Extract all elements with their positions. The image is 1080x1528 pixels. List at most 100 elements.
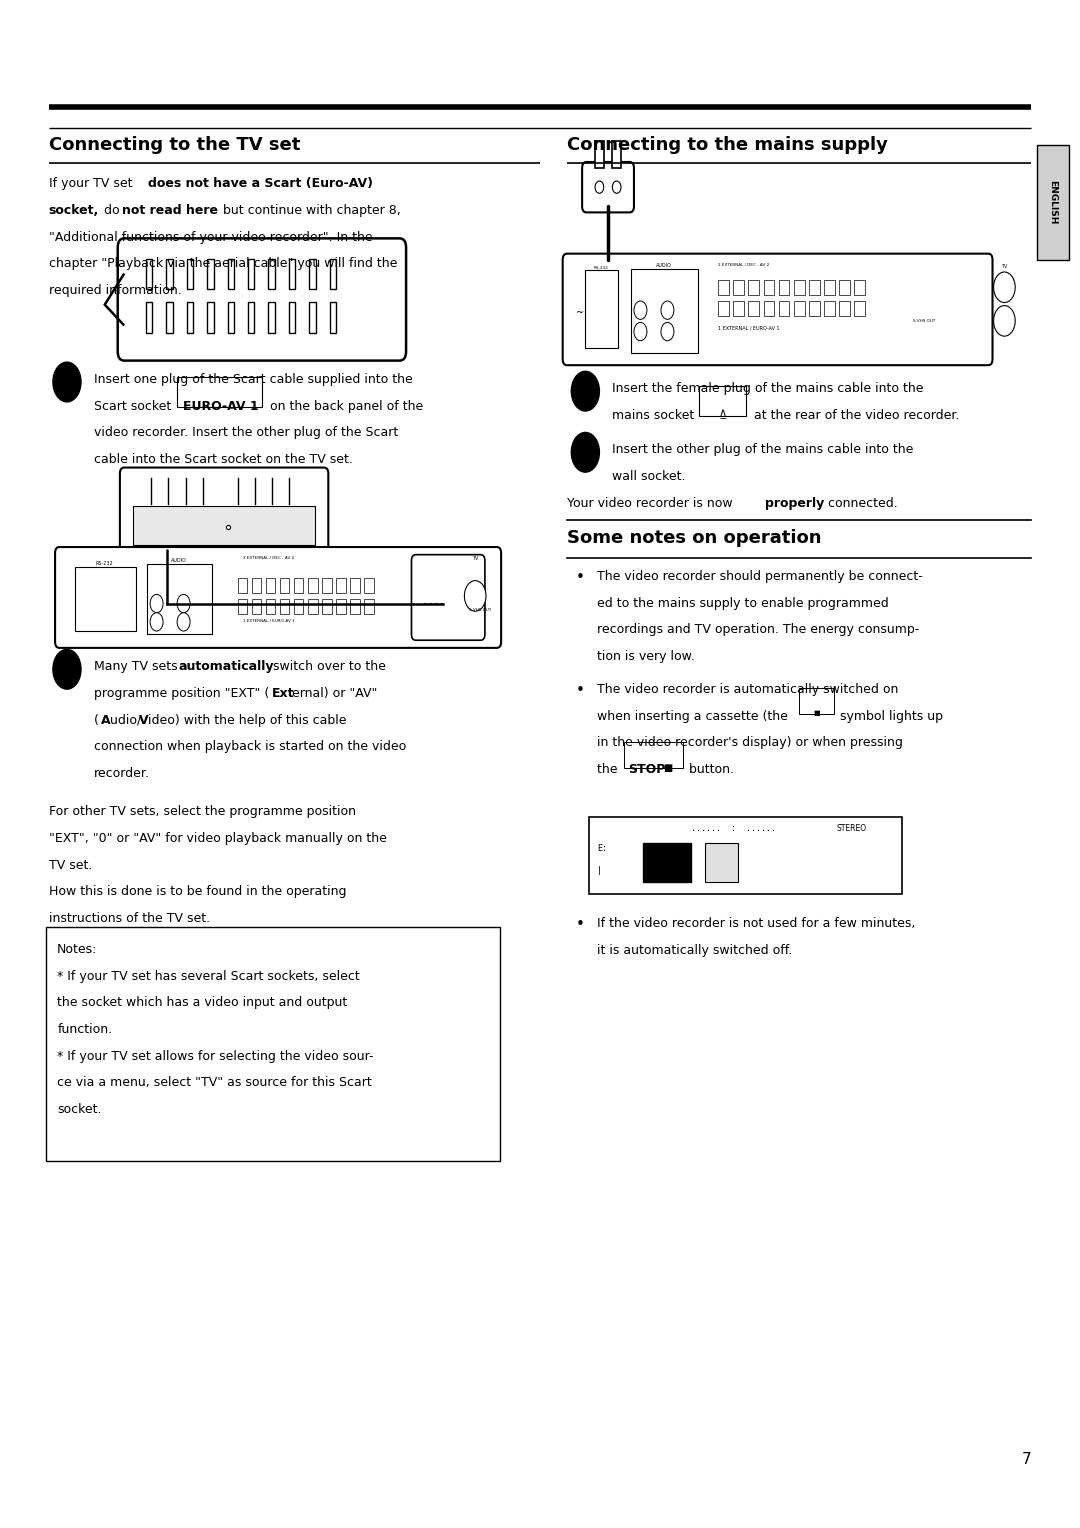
Text: STEREO: STEREO — [837, 824, 867, 833]
Text: The video recorder is automatically switched on: The video recorder is automatically swit… — [597, 683, 899, 697]
Text: Insert the other plug of the mains cable into the: Insert the other plug of the mains cable… — [612, 443, 914, 457]
Text: * If your TV set has several Scart sockets, select: * If your TV set has several Scart socke… — [57, 970, 360, 983]
Circle shape — [177, 594, 190, 613]
Bar — [294, 578, 303, 593]
FancyBboxPatch shape — [1037, 145, 1069, 260]
Text: ■: ■ — [663, 762, 673, 773]
Text: 7: 7 — [1022, 1452, 1031, 1467]
Text: 1 EXTERNAL / EURO-AV 1: 1 EXTERNAL / EURO-AV 1 — [718, 325, 780, 330]
Text: S-VHS OUT: S-VHS OUT — [469, 608, 491, 613]
Text: 2: 2 — [64, 665, 70, 674]
Bar — [764, 280, 774, 295]
Text: S-VHS OUT: S-VHS OUT — [913, 319, 935, 322]
Bar — [133, 506, 315, 545]
Bar — [779, 280, 789, 295]
Bar — [166, 258, 173, 289]
Text: Scart socket: Scart socket — [94, 400, 175, 413]
Bar — [336, 599, 346, 614]
Bar — [146, 258, 152, 289]
Text: button.: button. — [685, 762, 733, 776]
Text: TV set.: TV set. — [49, 859, 92, 872]
Text: The video recorder should permanently be connect-: The video recorder should permanently be… — [597, 570, 923, 584]
Bar — [146, 303, 152, 333]
Text: Insert one plug of the Scart cable supplied into the: Insert one plug of the Scart cable suppl… — [94, 373, 413, 387]
Bar — [322, 599, 332, 614]
Bar — [364, 578, 374, 593]
Text: AUDIO: AUDIO — [657, 263, 672, 267]
Text: cable into the Scart socket on the TV set.: cable into the Scart socket on the TV se… — [94, 454, 353, 466]
Text: chapter "Playback via the aerial cable" you will find the: chapter "Playback via the aerial cable" … — [49, 257, 397, 270]
Bar — [589, 817, 902, 894]
Circle shape — [150, 594, 163, 613]
Circle shape — [571, 371, 599, 411]
Circle shape — [53, 362, 81, 402]
Circle shape — [634, 301, 647, 319]
Bar — [794, 301, 805, 316]
Bar — [364, 599, 374, 614]
Bar — [166, 303, 173, 333]
Text: •: • — [576, 570, 584, 585]
Bar — [248, 258, 255, 289]
Circle shape — [571, 432, 599, 472]
Bar — [643, 843, 691, 882]
Text: the socket which has a video input and output: the socket which has a video input and o… — [57, 996, 348, 1010]
Bar — [854, 280, 865, 295]
Circle shape — [177, 613, 190, 631]
Circle shape — [53, 649, 81, 689]
Text: If the video recorder is not used for a few minutes,: If the video recorder is not used for a … — [597, 917, 916, 931]
Bar — [794, 280, 805, 295]
Bar — [266, 578, 275, 593]
Bar — [322, 578, 332, 593]
Bar — [309, 258, 315, 289]
Text: "Additional functions of your video recorder". In the: "Additional functions of your video reco… — [49, 231, 373, 244]
Bar — [46, 927, 500, 1161]
Text: V: V — [139, 714, 149, 727]
Bar — [748, 280, 759, 295]
Text: do: do — [100, 203, 124, 217]
Bar — [309, 303, 315, 333]
Text: not read here: not read here — [122, 203, 218, 217]
Text: EURO-AV 1: EURO-AV 1 — [183, 400, 258, 413]
Text: 1: 1 — [64, 377, 70, 387]
Text: * If your TV set allows for selecting the video sour-: * If your TV set allows for selecting th… — [57, 1050, 374, 1063]
Text: STOP: STOP — [629, 762, 666, 776]
Text: •: • — [576, 917, 584, 932]
Text: on the back panel of the: on the back panel of the — [266, 400, 423, 413]
Text: socket.: socket. — [57, 1103, 102, 1117]
Text: Your video recorder is now: Your video recorder is now — [567, 497, 737, 510]
Text: Insert the female plug of the mains cable into the: Insert the female plug of the mains cabl… — [612, 382, 923, 396]
Text: switch over to the: switch over to the — [269, 660, 386, 674]
FancyBboxPatch shape — [177, 376, 262, 408]
Bar — [718, 301, 729, 316]
Bar — [733, 301, 744, 316]
Text: ENGLISH: ENGLISH — [1049, 180, 1057, 225]
Bar — [336, 578, 346, 593]
Circle shape — [994, 272, 1015, 303]
Text: 1: 1 — [582, 387, 589, 396]
Circle shape — [994, 306, 1015, 336]
Text: 2: 2 — [582, 448, 589, 457]
Bar — [733, 280, 744, 295]
Text: (: ( — [94, 714, 99, 727]
Bar — [809, 301, 820, 316]
Bar — [705, 843, 738, 882]
Text: ed to the mains supply to enable programmed: ed to the mains supply to enable program… — [597, 597, 889, 610]
FancyBboxPatch shape — [118, 238, 406, 361]
Bar — [228, 258, 234, 289]
Bar — [764, 301, 774, 316]
Bar — [207, 303, 214, 333]
FancyBboxPatch shape — [147, 564, 212, 634]
Text: mains socket: mains socket — [612, 408, 699, 422]
Text: ∧̲: ∧̲ — [718, 408, 727, 419]
Text: AUDIO: AUDIO — [172, 558, 187, 562]
Text: tion is very low.: tion is very low. — [597, 651, 696, 663]
Bar — [187, 303, 193, 333]
Bar — [839, 301, 850, 316]
FancyBboxPatch shape — [411, 555, 485, 640]
Bar — [269, 303, 275, 333]
Text: Many TV sets: Many TV sets — [94, 660, 181, 674]
FancyBboxPatch shape — [631, 269, 698, 353]
Bar — [280, 578, 289, 593]
Text: RS-232: RS-232 — [96, 561, 113, 565]
Text: in the video recorder's display) or when pressing: in the video recorder's display) or when… — [597, 736, 903, 750]
